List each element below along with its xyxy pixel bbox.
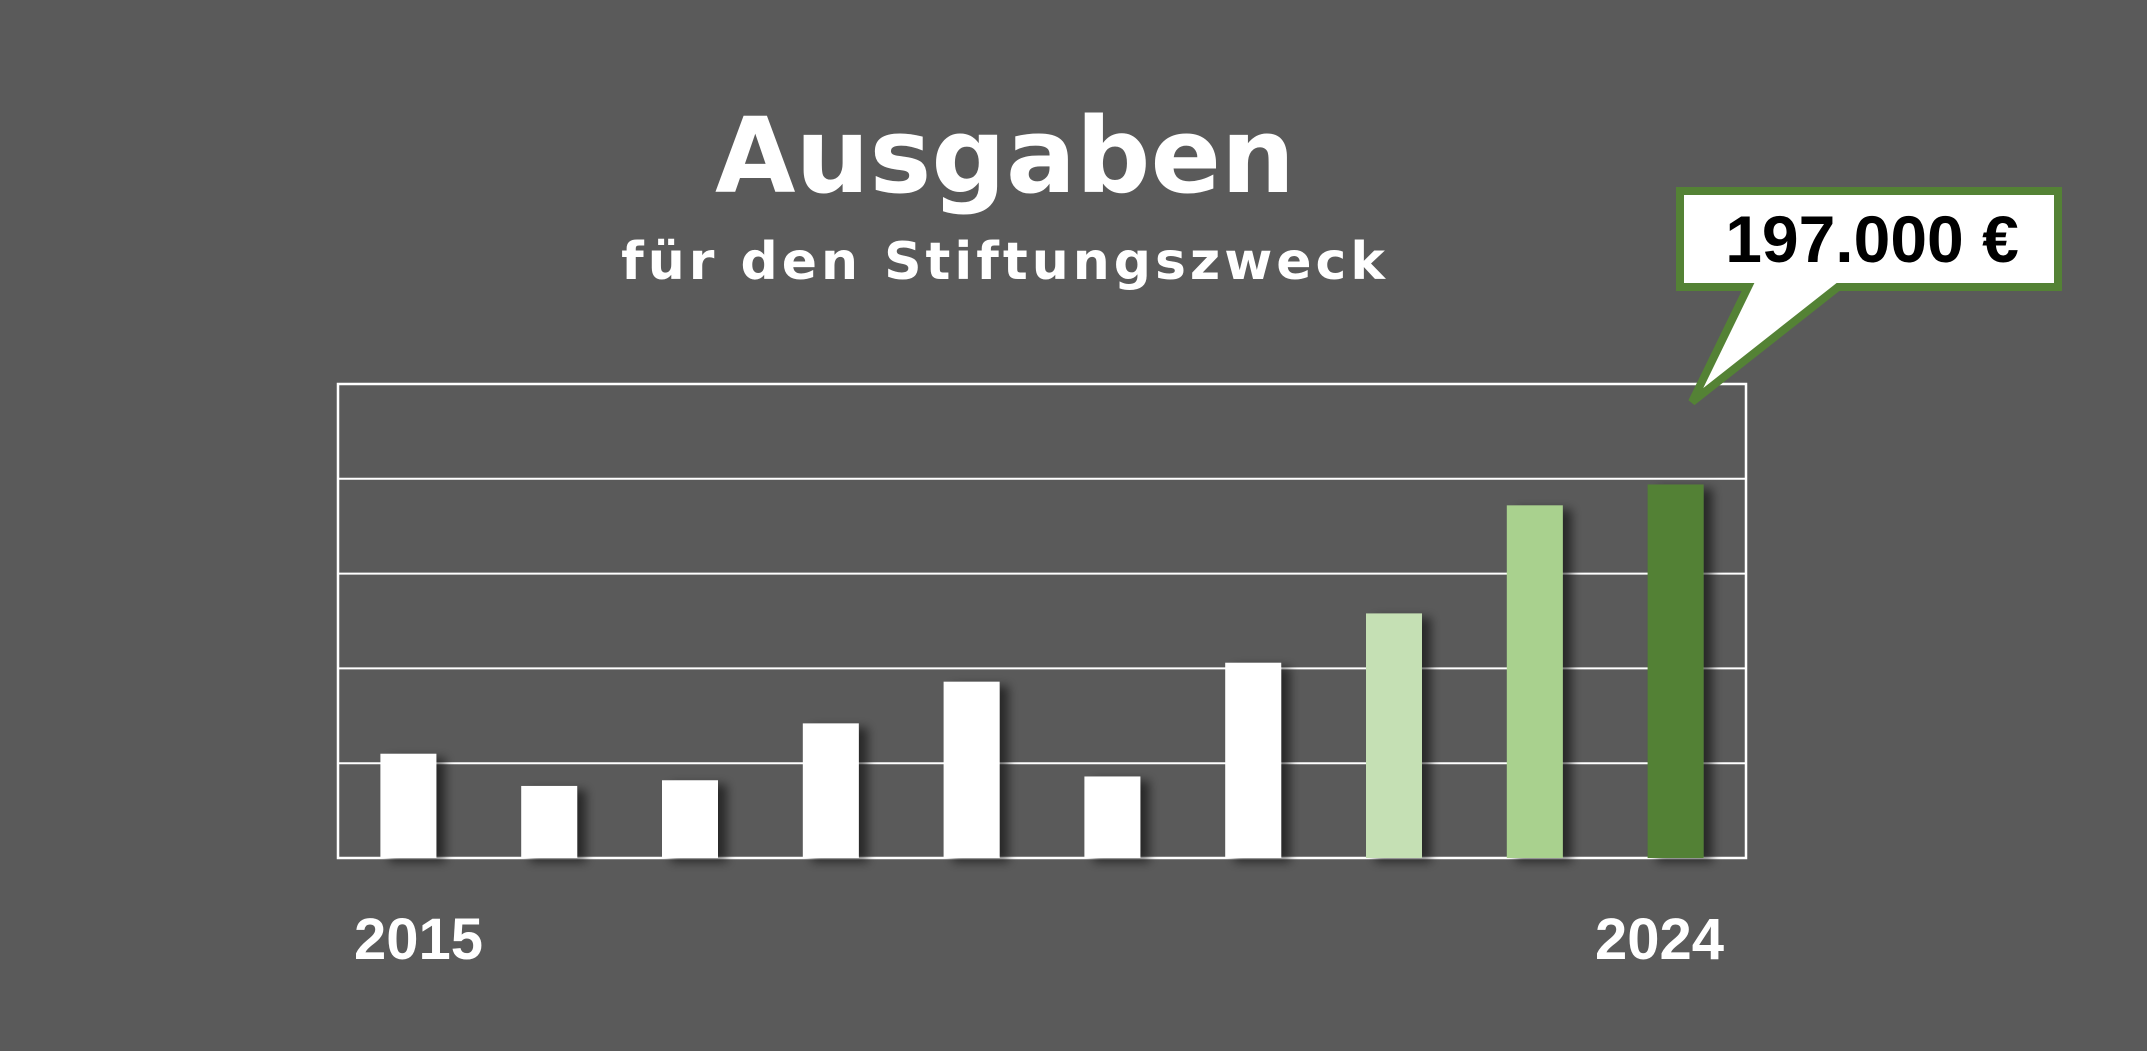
bar-2016 — [521, 785, 578, 858]
bar-2022 — [1366, 613, 1422, 858]
bar-2015 — [380, 753, 437, 858]
callout-box — [1676, 187, 2062, 406]
callout-value: 197.000 € — [1725, 202, 2019, 276]
bar-2024 — [1647, 484, 1704, 858]
x-tick-label-last: 2024 — [1595, 907, 1725, 972]
x-tick-label-first: 2015 — [354, 907, 484, 972]
bar-2020 — [1084, 776, 1141, 858]
bar-2017 — [662, 780, 718, 858]
chart-title: Ausgaben — [714, 95, 1296, 217]
bar-2023 — [1506, 505, 1563, 858]
chart-subtitle: für den Stiftungszweck — [621, 232, 1389, 292]
bar-2018 — [802, 723, 859, 858]
bar-2021 — [1225, 662, 1282, 858]
bar-2019 — [943, 681, 1000, 858]
plot-frame — [336, 382, 1748, 860]
